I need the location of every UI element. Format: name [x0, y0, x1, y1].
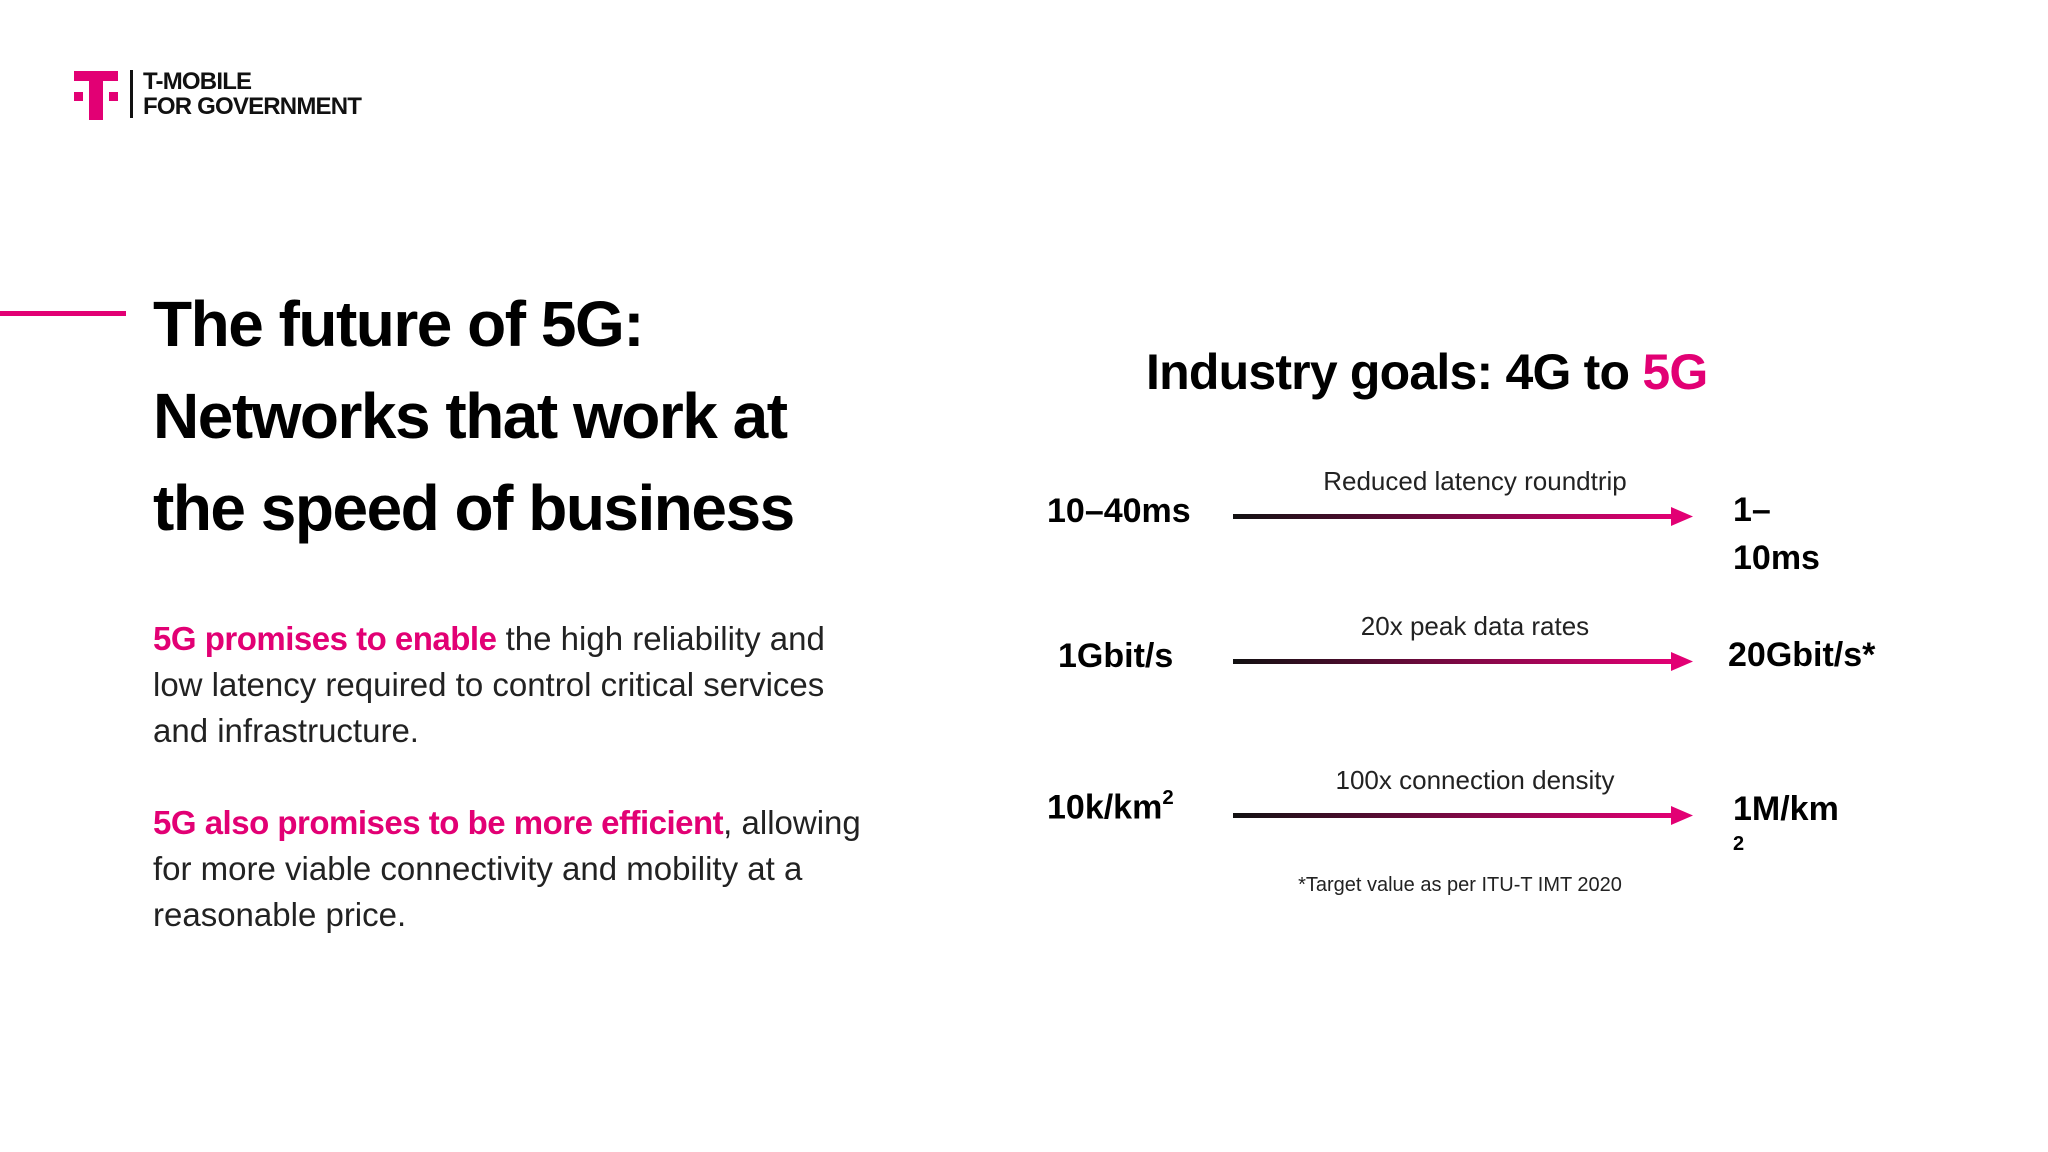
t-mobile-logo-icon [74, 68, 118, 120]
gradient-arrow-icon [1233, 507, 1693, 526]
goals-title: Industry goals: 4G to 5G [1146, 343, 1708, 401]
paragraph-text: the high reliability and low latency req… [153, 620, 825, 749]
metric-from: 10k/km2 [1047, 787, 1174, 827]
metric-from: 10–40ms [1047, 492, 1191, 530]
headline-line-1: The future of 5G: [153, 288, 645, 360]
metric-to-line-1: 20Gbit/s* [1728, 636, 1876, 674]
metric-from-base: 10k/km [1047, 788, 1163, 827]
accent-line [0, 311, 126, 316]
metric-to: 1M/km 2 [1733, 785, 1839, 855]
headline-line-2: Networks that work at [153, 380, 788, 452]
logo-line-2: FOR GOVERNMENT [143, 93, 362, 120]
paragraph-efficiency: 5G also promises to be more efficient, a… [153, 800, 873, 938]
paragraph-highlight: 5G also promises to be more efficient [153, 804, 724, 841]
logo-divider [130, 70, 133, 118]
metric-to-line-1: 1– [1733, 491, 1771, 529]
metric-to-line-2: 10ms [1733, 539, 1820, 577]
paragraph-highlight: 5G promises to enable [153, 620, 497, 657]
paragraph-reliability: 5G promises to enable the high reliabili… [153, 616, 873, 754]
gradient-arrow-icon [1233, 652, 1693, 671]
headline: The future of 5G: Networks that work at … [153, 278, 913, 554]
logo-text: T-MOBILE FOR GOVERNMENT [143, 68, 362, 120]
gradient-arrow-icon [1233, 806, 1693, 825]
metric-to-line-2: 2 [1733, 833, 1745, 855]
metric-label: 20x peak data rates [1360, 611, 1590, 641]
headline-line-3: the speed of business [153, 472, 795, 544]
metric-label: Reduced latency roundtrip [1323, 466, 1627, 496]
paragraph-text: , allowing for more viable connectivity … [153, 804, 861, 933]
footnote: *Target value as per ITU-T IMT 2020 [1298, 874, 1622, 896]
metric-label: 100x connection density [1335, 765, 1615, 795]
t-mobile-logo: T-MOBILE FOR GOVERNMENT [74, 68, 362, 120]
metric-data-rate: 20x peak data rates 1Gbit/s 20Gbit/s* [1040, 611, 1940, 691]
goals-title-prefix: Industry goals: 4G to [1146, 344, 1643, 400]
metric-latency: Reduced latency roundtrip 10–40ms 1– 10m… [1040, 466, 1940, 577]
goals-title-accent: 5G [1642, 344, 1708, 400]
logo-line-1: T-MOBILE [143, 68, 252, 95]
metric-to-line-1: 1M/km [1733, 790, 1839, 828]
metric-density: 100x connection density 10k/km2 1M/km 2 [1040, 765, 1940, 855]
metric-from-sup: 2 [1162, 787, 1174, 809]
metric-from: 1Gbit/s [1058, 637, 1174, 675]
metric-to: 20Gbit/s* [1728, 631, 1875, 679]
metric-to: 1– 10ms [1733, 486, 1820, 582]
